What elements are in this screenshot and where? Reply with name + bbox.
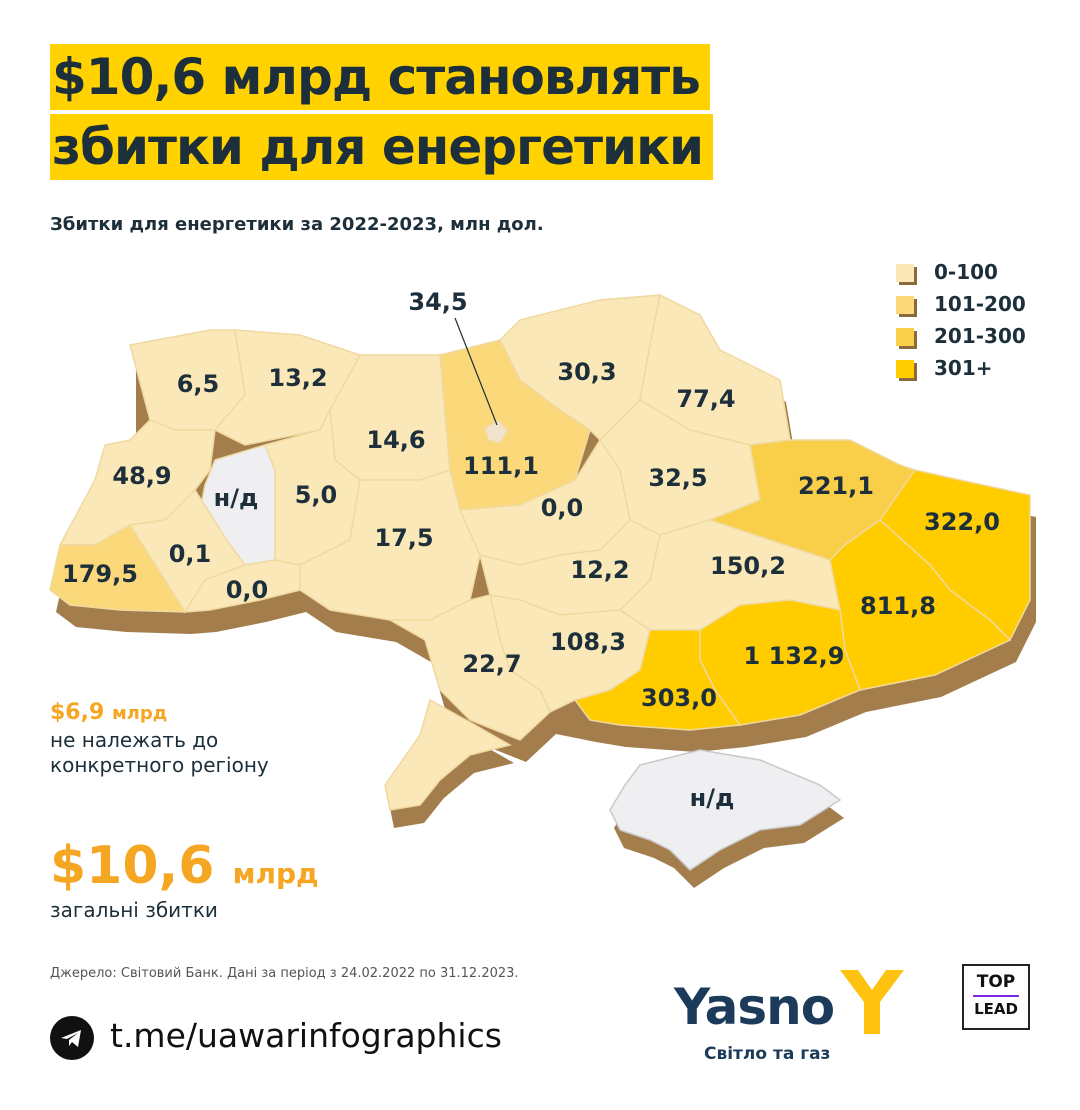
value-kyiv-oblast: 111,1 <box>463 452 539 480</box>
region-odesa <box>387 594 551 741</box>
source-note: Джерело: Світовий Банк. Дані за період з… <box>50 966 519 981</box>
value-chernivtsi: 0,0 <box>226 576 269 604</box>
legend-item: 0-100 <box>896 258 1066 290</box>
region-donetsk <box>829 519 1012 691</box>
value-poltava: 32,5 <box>648 464 707 492</box>
value-zhytomyr: 14,6 <box>366 426 425 454</box>
value-vinnytsia: 17,5 <box>374 524 433 552</box>
headline-line-2: збитки для енергетики <box>50 114 714 180</box>
value-luhansk: 322,0 <box>924 508 1000 536</box>
total-label: загальні збитки <box>50 898 218 922</box>
value-zaporizhzhia: 1 132,9 <box>744 642 845 670</box>
value-kirovohrad: 12,2 <box>570 556 629 584</box>
value-mykolaiv: 108,3 <box>550 628 626 656</box>
value-kharkiv: 221,1 <box>798 472 874 500</box>
value-lviv: 48,9 <box>112 462 171 490</box>
value-odesa: 22,7 <box>462 650 521 678</box>
map-regions <box>49 293 1031 871</box>
top-lead-divider <box>973 995 1019 997</box>
unassigned-amount-unit: млрд <box>111 703 168 724</box>
value-sumy: 77,4 <box>676 385 735 413</box>
value-ivano-frankivsk: 0,1 <box>169 540 212 568</box>
telegram-link[interactable]: t.me/uawarinfographics <box>110 1016 502 1055</box>
value-volyn: 6,5 <box>177 370 220 398</box>
value-kyiv-city: 34,5 <box>408 288 467 316</box>
unassigned-note: не належать до конкретного регіону <box>50 728 269 777</box>
value-crimea: н/д <box>690 784 735 812</box>
legend-label: 0-100 <box>934 260 998 284</box>
top-lead-line-2: LEAD <box>974 1000 1018 1018</box>
legend-item: 201-300 <box>896 322 1066 354</box>
region-crimea <box>609 749 842 871</box>
total-amount-unit: млрд <box>232 857 319 890</box>
total-amount: $10,6 млрд <box>50 836 319 896</box>
legend-swatch <box>896 360 914 378</box>
value-khmelnytskyi: 5,0 <box>295 481 338 509</box>
kyiv-leader-line <box>454 317 498 426</box>
value-kherson: 303,0 <box>641 684 717 712</box>
map-subtitle: Збитки для енергетики за 2022-2023, млн … <box>50 214 544 235</box>
legend-swatch <box>896 328 914 346</box>
region-odesa-south <box>384 698 512 811</box>
top-lead-line-1: TOP <box>976 972 1016 992</box>
value-cherkasy: 0,0 <box>541 494 584 522</box>
legend-item: 101-200 <box>896 290 1066 322</box>
map-legend: 0-100 101-200 201-300 301+ <box>896 258 1066 386</box>
total-amount-value: $10,6 <box>50 836 215 896</box>
yasno-logo: Yasno Світло та газ <box>668 966 908 1076</box>
legend-item: 301+ <box>896 354 1066 386</box>
headline-line-1: $10,6 млрд становлять <box>50 44 710 110</box>
legend-swatch <box>896 296 914 314</box>
region-kherson <box>573 629 742 731</box>
value-ternopil: н/д <box>214 484 259 512</box>
value-zakarpattia: 179,5 <box>62 560 138 588</box>
value-rivne: 13,2 <box>268 364 327 392</box>
region-rivne <box>213 329 362 446</box>
yasno-tagline: Світло та газ <box>704 1044 831 1064</box>
telegram-icon[interactable] <box>50 1016 94 1060</box>
legend-label: 101-200 <box>934 292 1026 316</box>
value-donetsk: 811,8 <box>860 592 936 620</box>
yasno-y-icon <box>840 970 904 1034</box>
top-lead-logo: TOP LEAD <box>962 964 1030 1030</box>
legend-swatch <box>896 264 914 282</box>
region-values: 6,5 13,2 14,6 34,5 30,3 77,4 111,1 48,9 … <box>62 288 1000 812</box>
value-chernihiv: 30,3 <box>557 358 616 386</box>
legend-label: 301+ <box>934 356 993 380</box>
unassigned-amount-value: $6,9 <box>50 700 105 725</box>
unassigned-amount: $6,9 млрд <box>50 700 167 725</box>
value-dnipropetrovsk: 150,2 <box>710 552 786 580</box>
yasno-wordmark: Yasno <box>674 978 835 1036</box>
legend-label: 201-300 <box>934 324 1026 348</box>
